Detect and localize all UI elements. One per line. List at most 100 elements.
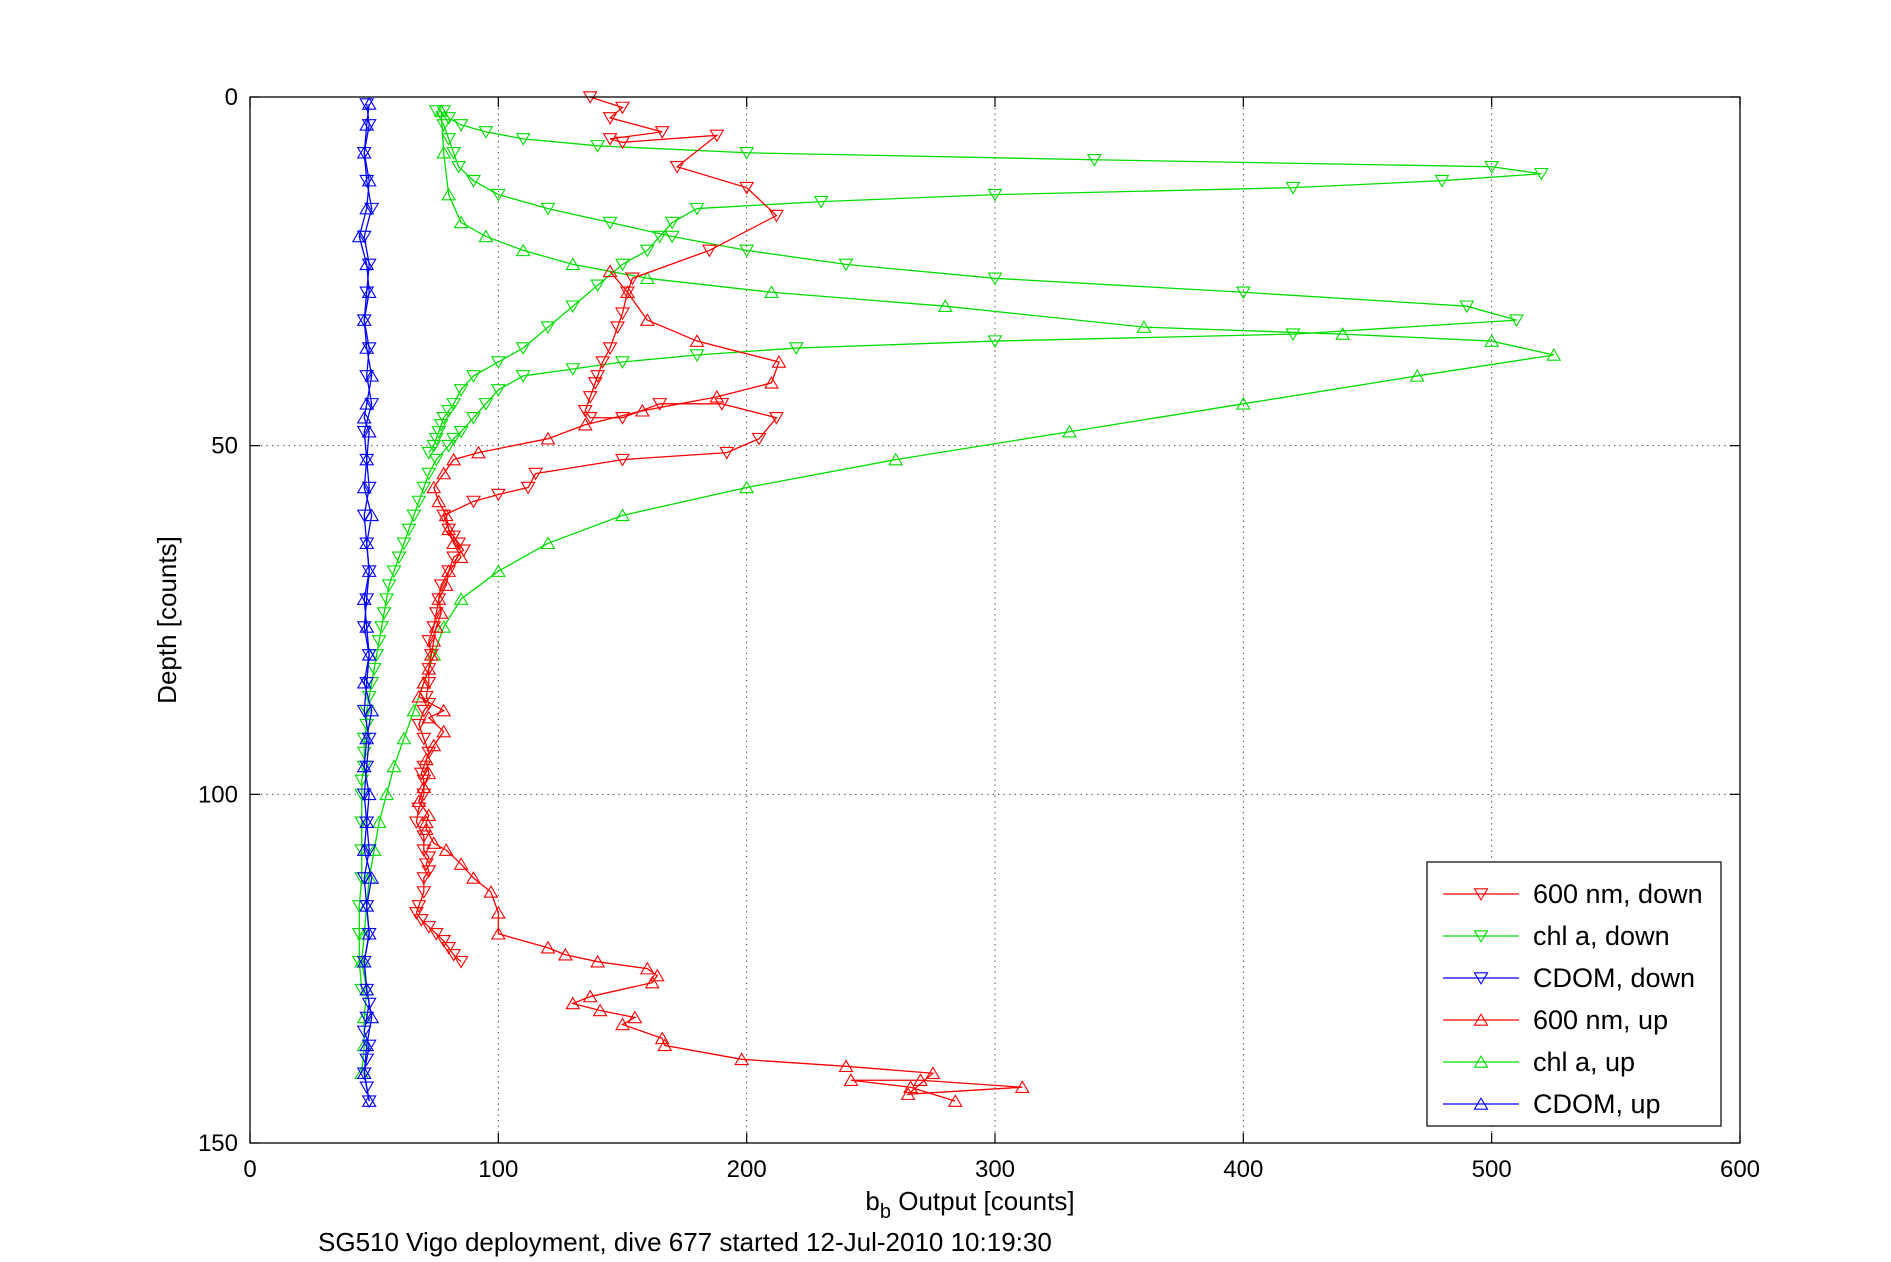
figure-caption: SG510 Vigo deployment, dive 677 started …: [318, 1227, 1052, 1257]
data-point-3: [615, 508, 630, 522]
data-point-3: [1484, 334, 1500, 347]
data-point-2: [379, 593, 395, 607]
data-point-2: [441, 405, 457, 418]
data-point-2: [813, 195, 829, 209]
series-line-1: [418, 270, 1023, 1102]
data-point-0: [446, 948, 462, 962]
data-point-2: [416, 481, 432, 495]
data-point-0: [456, 544, 472, 558]
data-point-2: [490, 356, 506, 369]
data-point-0: [426, 621, 442, 634]
data-point-1: [453, 550, 469, 563]
data-point-5: [359, 257, 375, 271]
data-point-2: [590, 140, 606, 153]
data-point-2: [381, 579, 397, 593]
data-point-1: [644, 975, 660, 989]
data-point-1: [453, 857, 469, 870]
data-point-2: [515, 133, 531, 146]
y-tick-label: 150: [198, 1130, 238, 1157]
x-tick-label: 0: [243, 1156, 256, 1183]
data-point-5: [356, 1066, 372, 1080]
data-point-1: [466, 871, 481, 884]
data-point-0: [466, 495, 481, 509]
legend-item: 600 nm, down: [1443, 879, 1703, 909]
data-point-1: [431, 592, 447, 605]
data-point-3: [379, 787, 395, 801]
y-tick-label: 0: [225, 84, 238, 111]
data-point-1: [418, 752, 434, 766]
legend-marker: [1473, 1097, 1489, 1110]
data-point-5: [356, 675, 372, 689]
data-point-2: [421, 467, 437, 481]
x-tick-label: 200: [727, 1156, 767, 1183]
data-point-0: [590, 370, 606, 383]
data-point-3: [739, 480, 755, 494]
data-point-2: [428, 453, 444, 467]
data-point-5: [359, 982, 375, 996]
data-point-1: [557, 947, 573, 961]
data-point-1: [615, 1017, 630, 1031]
data-point-5: [356, 313, 372, 326]
data-point-5: [351, 229, 367, 243]
data-point-3: [490, 564, 506, 577]
data-point-3: [1062, 424, 1077, 438]
data-point-2: [366, 663, 382, 676]
data-point-1: [734, 1052, 750, 1066]
data-point-2: [664, 230, 680, 244]
data-point-2: [478, 398, 494, 411]
data-point-2: [540, 202, 556, 216]
y-axis-label: Depth [counts]: [152, 536, 182, 704]
x-axis-label-main: b: [865, 1186, 879, 1216]
legend-item: 600 nm, up: [1443, 1005, 1668, 1035]
data-point-4: [364, 398, 380, 411]
y-tick-label: 100: [198, 781, 238, 808]
legend-box: [1426, 861, 1722, 1127]
data-point-5: [356, 410, 372, 424]
data-point-1: [592, 1003, 608, 1017]
data-point-0: [433, 579, 449, 593]
data-point-0: [436, 935, 452, 948]
data-point-5: [359, 341, 375, 354]
data-point-1: [441, 564, 457, 577]
data-point-5: [356, 480, 372, 494]
data-point-2: [565, 363, 581, 376]
data-point-0: [421, 865, 437, 878]
data-point-2: [639, 244, 655, 258]
data-point-1: [421, 766, 437, 780]
data-point-2: [396, 537, 412, 551]
data-point-2: [421, 446, 437, 460]
data-point-2: [1484, 160, 1500, 174]
data-point-2: [359, 718, 375, 732]
data-point-4: [359, 286, 375, 300]
data-point-0: [615, 136, 630, 150]
data-point-1: [602, 264, 618, 278]
axis-ticks: 0 100 200 300 400 500 600 0 50 100 150: [198, 84, 1760, 1183]
data-point-0: [416, 872, 432, 885]
data-point-0: [411, 900, 427, 913]
data-point-1: [426, 738, 442, 752]
x-axis-label-subscript: b: [880, 1201, 891, 1223]
data-point-1: [627, 1010, 643, 1024]
data-point-2: [446, 398, 462, 411]
data-point-2: [354, 844, 370, 858]
data-point-1: [1014, 1080, 1030, 1093]
data-point-0: [751, 432, 767, 446]
data-point-1: [438, 843, 454, 856]
data-point-0: [416, 844, 432, 858]
data-point-3: [436, 620, 452, 633]
data-point-4: [359, 1053, 375, 1067]
data-point-0: [582, 391, 598, 404]
data-point-2: [441, 112, 457, 125]
x-tick-label: 600: [1720, 1156, 1760, 1183]
data-point-5: [361, 647, 377, 661]
series-line-3: [361, 110, 1554, 1074]
data-point-4: [359, 370, 375, 383]
data-point-0: [451, 537, 467, 551]
legend-marker: [1473, 930, 1489, 943]
data-point-2: [453, 384, 469, 397]
data-point-4: [356, 425, 372, 439]
data-point-1: [441, 522, 457, 536]
data-point-1: [947, 1094, 963, 1107]
data-point-0: [602, 342, 618, 355]
